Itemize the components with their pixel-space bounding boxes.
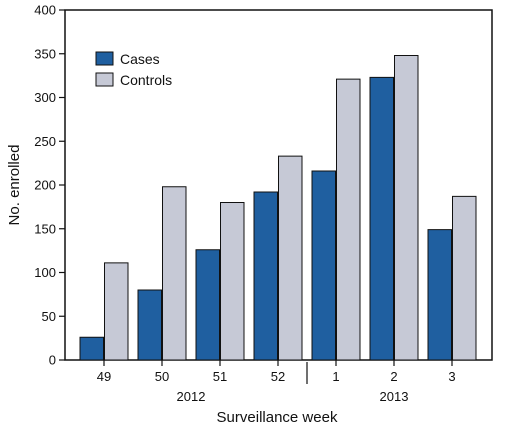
y-tick-label: 150 bbox=[34, 221, 56, 236]
legend-swatch-controls bbox=[95, 72, 114, 87]
y-tick-label: 300 bbox=[34, 90, 56, 105]
legend-label-controls: Controls bbox=[120, 72, 172, 88]
bar-cases-49 bbox=[79, 336, 104, 361]
x-tick-label: 1 bbox=[332, 369, 339, 384]
y-tick-label: 50 bbox=[42, 309, 56, 324]
y-tick-label: 400 bbox=[34, 3, 56, 18]
bar-cases-52 bbox=[253, 191, 278, 361]
legend: Cases Controls bbox=[95, 51, 172, 88]
y-axis-title: No. enrolled bbox=[6, 145, 23, 226]
y-tick-label: 200 bbox=[34, 178, 56, 193]
x-axis-title: Surveillance week bbox=[217, 409, 338, 426]
bar-cases-51 bbox=[195, 249, 220, 361]
y-tick-label: 100 bbox=[34, 265, 56, 280]
bar-controls-49 bbox=[104, 262, 129, 361]
legend-swatch-cases bbox=[95, 51, 114, 66]
y-tick-label: 0 bbox=[49, 353, 56, 368]
bar-cases-1 bbox=[311, 170, 336, 361]
legend-label-cases: Cases bbox=[120, 51, 160, 67]
bar-controls-52 bbox=[278, 155, 303, 361]
bar-cases-3 bbox=[427, 229, 452, 361]
year-label-2012: 2012 bbox=[177, 389, 206, 404]
year-label-2013: 2013 bbox=[380, 389, 409, 404]
plot-area: 0 50 100 150 200 250 300 350 400 49 50 51 52 1 2 3 2012 2… bbox=[34, 3, 493, 404]
y-tick-label: 350 bbox=[34, 46, 56, 61]
bar-controls-1 bbox=[336, 78, 361, 361]
x-tick-label: 49 bbox=[97, 369, 111, 384]
bar-controls-51 bbox=[220, 202, 245, 361]
x-tick-label: 50 bbox=[155, 369, 169, 384]
x-tick-label: 3 bbox=[448, 369, 455, 384]
bar-cases-2 bbox=[369, 76, 394, 361]
x-tick-label: 2 bbox=[390, 369, 397, 384]
bar-controls-2 bbox=[394, 55, 419, 361]
x-tick-label: 52 bbox=[271, 369, 285, 384]
y-tick-label: 250 bbox=[34, 134, 56, 149]
bar-controls-3 bbox=[452, 195, 477, 361]
bar-cases-50 bbox=[137, 289, 162, 361]
x-tick-label: 51 bbox=[213, 369, 227, 384]
bar-controls-50 bbox=[162, 186, 187, 361]
